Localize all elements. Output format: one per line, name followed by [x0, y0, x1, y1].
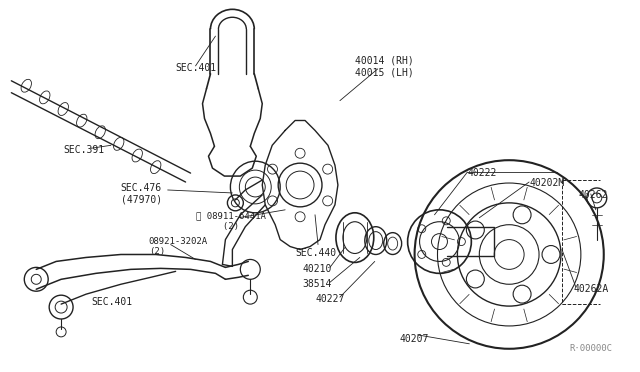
Text: 40262: 40262	[579, 190, 608, 200]
Text: 40207: 40207	[399, 334, 429, 344]
Text: SEC.401: SEC.401	[91, 297, 132, 307]
Text: 40014 (RH)
40015 (LH): 40014 (RH) 40015 (LH)	[355, 56, 413, 78]
Text: 40227: 40227	[315, 294, 344, 304]
Text: SEC.401: SEC.401	[175, 63, 217, 73]
Text: 40262A: 40262A	[574, 284, 609, 294]
Text: 40210: 40210	[302, 264, 332, 275]
Text: 40202M: 40202M	[529, 178, 564, 188]
Text: ① 08911-6441A
     (2): ① 08911-6441A (2)	[196, 212, 266, 231]
Text: R·00000C: R·00000C	[569, 344, 612, 353]
Text: 38514: 38514	[302, 279, 332, 289]
Text: SEC.476
(47970): SEC.476 (47970)	[121, 183, 162, 205]
Text: SEC.440: SEC.440	[295, 247, 336, 257]
Text: SEC.391: SEC.391	[63, 145, 104, 155]
Text: 40222: 40222	[467, 168, 497, 178]
Text: 08921-3202A
(2): 08921-3202A (2)	[148, 237, 208, 256]
